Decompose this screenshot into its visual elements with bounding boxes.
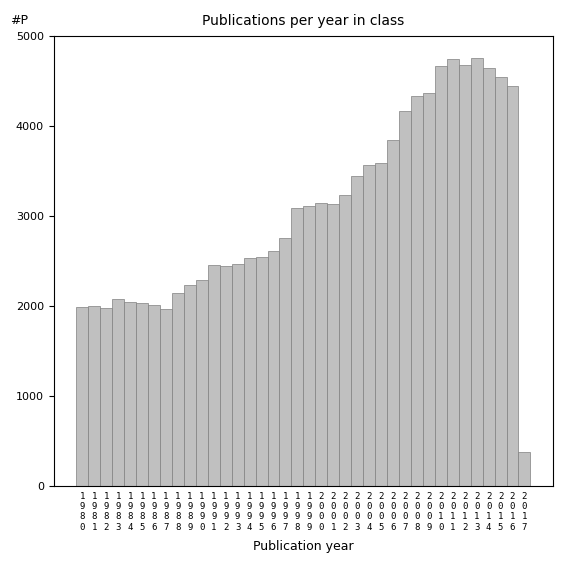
Bar bbox=[100, 308, 112, 486]
Bar bbox=[208, 265, 220, 486]
Bar bbox=[172, 293, 184, 486]
Bar bbox=[291, 208, 303, 486]
Bar bbox=[280, 238, 291, 486]
Y-axis label: #P: #P bbox=[10, 14, 28, 27]
Bar bbox=[148, 305, 160, 486]
Bar bbox=[411, 96, 423, 486]
X-axis label: Publication year: Publication year bbox=[253, 540, 354, 553]
Bar bbox=[244, 259, 256, 486]
Bar bbox=[339, 195, 351, 486]
Bar bbox=[160, 308, 172, 486]
Bar bbox=[112, 299, 124, 486]
Bar bbox=[363, 164, 375, 486]
Bar bbox=[256, 257, 268, 486]
Bar bbox=[471, 58, 483, 486]
Bar bbox=[423, 92, 435, 486]
Bar bbox=[303, 206, 315, 486]
Bar bbox=[459, 65, 471, 486]
Bar bbox=[483, 67, 494, 486]
Bar bbox=[77, 307, 88, 486]
Bar bbox=[327, 204, 339, 486]
Bar bbox=[435, 66, 447, 486]
Bar bbox=[196, 280, 208, 486]
Bar bbox=[518, 452, 530, 486]
Bar bbox=[351, 176, 363, 486]
Bar bbox=[506, 86, 518, 486]
Bar bbox=[494, 78, 506, 486]
Bar bbox=[268, 251, 280, 486]
Bar bbox=[232, 264, 244, 486]
Title: Publications per year in class: Publications per year in class bbox=[202, 14, 404, 28]
Bar bbox=[447, 58, 459, 486]
Bar bbox=[220, 266, 232, 486]
Bar bbox=[124, 302, 136, 486]
Bar bbox=[399, 111, 411, 486]
Bar bbox=[315, 202, 327, 486]
Bar bbox=[88, 306, 100, 486]
Bar bbox=[136, 303, 148, 486]
Bar bbox=[184, 285, 196, 486]
Bar bbox=[387, 139, 399, 486]
Bar bbox=[375, 163, 387, 486]
